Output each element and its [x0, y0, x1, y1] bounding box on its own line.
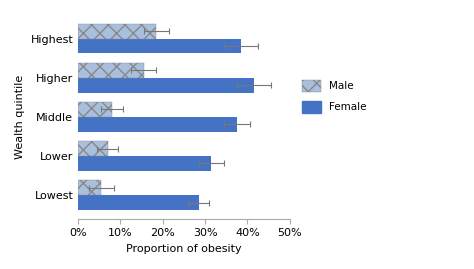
Bar — [78, 195, 199, 210]
X-axis label: Proportion of obesity: Proportion of obesity — [126, 244, 242, 254]
Bar — [78, 63, 144, 78]
Bar — [78, 117, 237, 132]
Bar — [78, 38, 241, 53]
Bar — [78, 78, 254, 93]
Y-axis label: Wealth quintile: Wealth quintile — [15, 75, 25, 159]
Bar — [78, 180, 101, 195]
Bar — [78, 102, 112, 117]
Bar — [78, 24, 156, 38]
Bar — [78, 141, 108, 156]
Legend: Male, Female: Male, Female — [297, 75, 372, 119]
Bar — [78, 156, 211, 171]
